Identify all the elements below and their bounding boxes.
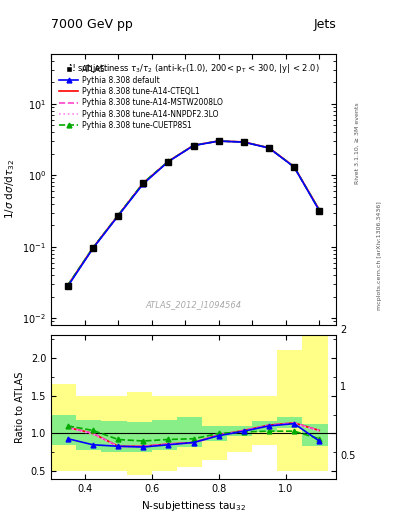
Text: 1: 1 — [340, 381, 346, 392]
Y-axis label: Ratio to ATLAS: Ratio to ATLAS — [15, 371, 25, 443]
X-axis label: N-subjettiness tau$_{32}$: N-subjettiness tau$_{32}$ — [141, 499, 246, 512]
Text: 0.5: 0.5 — [340, 451, 355, 461]
Text: Jets: Jets — [313, 18, 336, 31]
Y-axis label: 1/$\sigma$ d$\sigma$/d$\tau_{32}$: 1/$\sigma$ d$\sigma$/d$\tau_{32}$ — [3, 159, 17, 220]
Text: 7000 GeV pp: 7000 GeV pp — [51, 18, 133, 31]
Text: ATLAS_2012_I1094564: ATLAS_2012_I1094564 — [145, 300, 242, 309]
Text: 2: 2 — [340, 325, 346, 335]
Text: Rivet 3.1.10, ≥ 3M events: Rivet 3.1.10, ≥ 3M events — [355, 102, 360, 184]
Text: N-subjettiness $\tau_3/\tau_2$ (anti-k$_\mathrm{T}$(1.0), 200< p$_\mathrm{T}$ < : N-subjettiness $\tau_3/\tau_2$ (anti-k$_… — [68, 62, 320, 75]
Text: mcplots.cern.ch [arXiv:1306.3436]: mcplots.cern.ch [arXiv:1306.3436] — [377, 202, 382, 310]
Legend: ATLAS, Pythia 8.308 default, Pythia 8.308 tune-A14-CTEQL1, Pythia 8.308 tune-A14: ATLAS, Pythia 8.308 default, Pythia 8.30… — [58, 63, 225, 132]
